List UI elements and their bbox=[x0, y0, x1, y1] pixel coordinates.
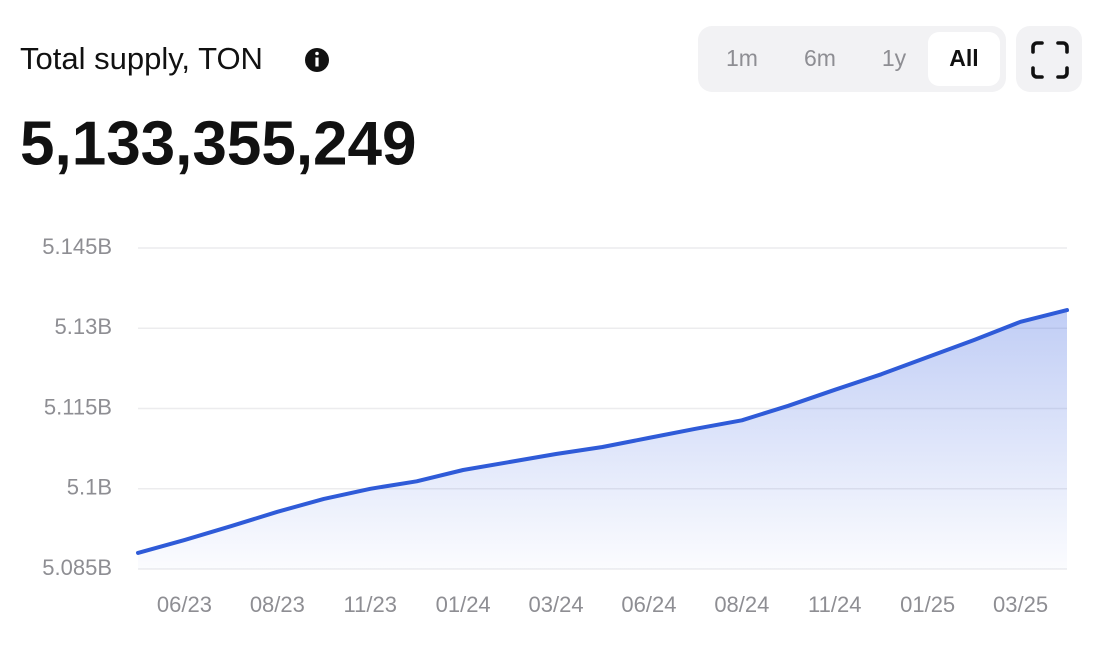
info-icon[interactable] bbox=[305, 48, 329, 72]
x-tick-label: 08/23 bbox=[250, 592, 305, 617]
y-tick-label: 5.1B bbox=[67, 475, 112, 500]
x-tick-label: 01/25 bbox=[900, 592, 955, 617]
range-button[interactable]: 1m bbox=[726, 45, 758, 71]
y-tick-label: 5.115B bbox=[44, 394, 112, 419]
y-tick-label: 5.085B bbox=[42, 555, 112, 580]
x-tick-label: 06/24 bbox=[621, 592, 676, 617]
x-tick-label: 11/23 bbox=[344, 592, 397, 617]
x-tick-label: 03/25 bbox=[993, 592, 1048, 617]
y-tick-label: 5.145B bbox=[42, 234, 112, 259]
x-tick-label: 06/23 bbox=[157, 592, 212, 617]
range-button-bg bbox=[928, 32, 1000, 86]
range-button[interactable]: 6m bbox=[804, 45, 836, 71]
range-button[interactable]: 1y bbox=[882, 45, 907, 71]
x-tick-label: 03/24 bbox=[529, 592, 584, 617]
line bbox=[136, 308, 1069, 555]
y-tick-label: 5.13B bbox=[55, 314, 113, 339]
x-tick-label: 08/24 bbox=[714, 592, 769, 617]
x-tick-label: 11/24 bbox=[808, 592, 861, 617]
x-tick-label: 01/24 bbox=[436, 592, 491, 617]
range-button[interactable]: All bbox=[949, 45, 978, 71]
chart-title: Total supply, TON bbox=[20, 41, 263, 76]
total-value: 5,133,355,249 bbox=[20, 109, 417, 178]
fullscreen-button[interactable] bbox=[1016, 26, 1082, 92]
area bbox=[138, 310, 1067, 569]
